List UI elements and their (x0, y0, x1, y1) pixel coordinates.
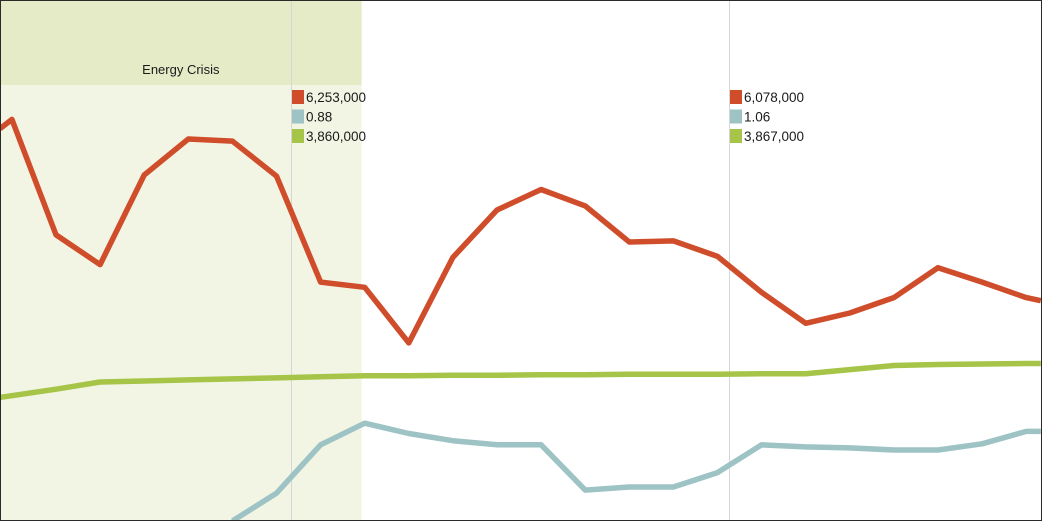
tooltip-value: 3,867,000 (744, 129, 804, 144)
tooltip-swatch (730, 109, 742, 124)
tooltip-swatch (292, 90, 304, 104)
tooltip-value: 3,860,000 (306, 129, 366, 144)
series-line-3[interactable] (230, 420, 1041, 521)
annotation-label: Energy Crisis (142, 62, 220, 77)
tooltip-swatch (292, 129, 304, 143)
tooltip-swatch (730, 90, 742, 104)
tooltip-value: 6,078,000 (744, 90, 804, 105)
series-line-1[interactable] (0, 116, 1042, 346)
series-line-2[interactable] (0, 360, 1041, 401)
annotation-band-header (0, 0, 362, 85)
tooltip-value: 1.06 (744, 110, 770, 125)
tooltip-swatch (730, 129, 742, 143)
annotation-band (0, 85, 362, 521)
tooltip-value: 6,253,000 (306, 90, 366, 105)
tooltip-value: 0.88 (306, 110, 332, 125)
tooltip-swatch (292, 109, 304, 124)
